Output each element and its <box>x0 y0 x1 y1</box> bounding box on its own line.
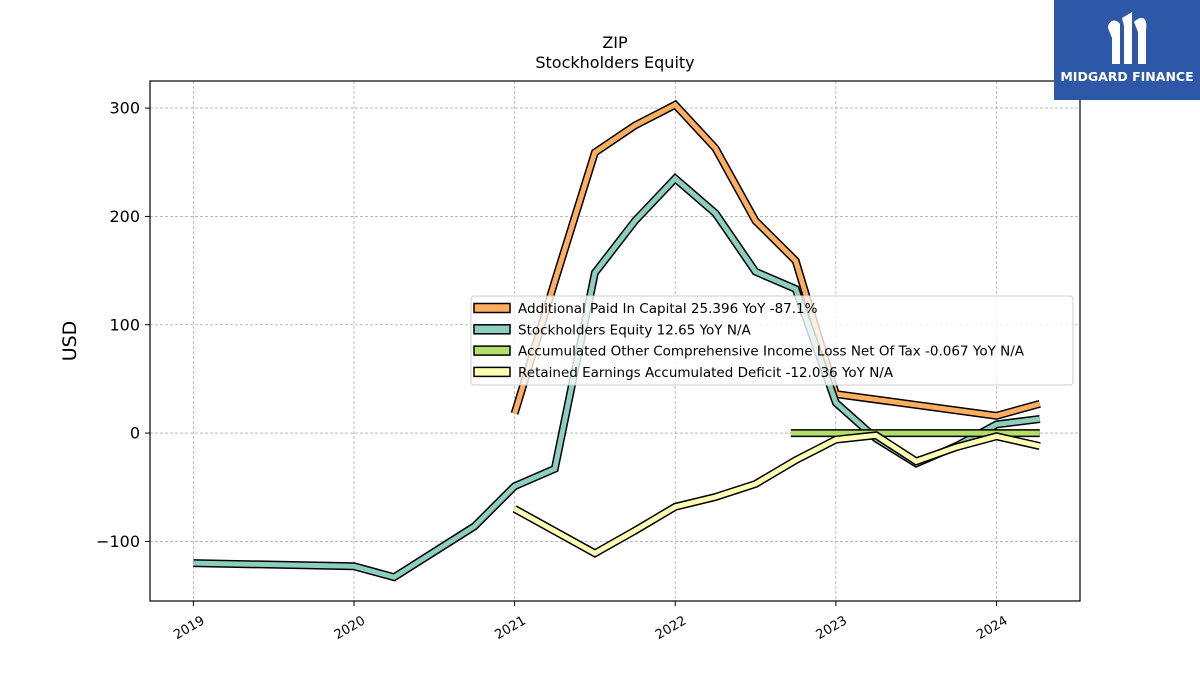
logo-text: MIDGARD FINANCE <box>1060 69 1194 84</box>
y-tick-label: −100 <box>96 532 140 551</box>
series-line-1 <box>512 101 1041 419</box>
legend-label: Retained Earnings Accumulated Deficit -1… <box>518 365 894 381</box>
x-tick-label: 2023 <box>814 613 850 643</box>
logo-mark-icon <box>1108 12 1147 64</box>
x-tick-label: 2024 <box>974 613 1010 643</box>
legend-label: Accumulated Other Comprehensive Income L… <box>518 344 1025 360</box>
midgard-finance-logo: MIDGARD FINANCE <box>1054 0 1200 100</box>
legend-swatch <box>473 345 511 356</box>
y-axis-label: USD <box>59 321 81 362</box>
x-tick-label: 2021 <box>492 613 528 643</box>
legend-box <box>470 295 1074 386</box>
x-tick-label: 2019 <box>171 613 207 643</box>
y-tick-label: 0 <box>130 424 140 443</box>
series-line-4 <box>513 432 1041 557</box>
y-tick-label: 100 <box>109 315 140 334</box>
axis-ticks: −100 0 100 200 300 2019 2020 2021 2022 2023 2024 <box>96 99 1010 643</box>
series-lines <box>193 99 1041 582</box>
legend-swatch <box>473 366 511 378</box>
grid-lines <box>150 81 1080 601</box>
x-tick-label: 2022 <box>653 613 689 643</box>
y-tick-label: 200 <box>109 207 140 226</box>
chart-subtitle: Stockholders Equity <box>535 53 694 72</box>
legend-label: Additional Paid In Capital 25.396 YoY -8… <box>518 301 818 317</box>
legend-label: Stockholders Equity 12.65 YoY N/A <box>518 322 751 338</box>
series-line-outline-4 <box>512 431 1041 558</box>
legend-swatch <box>473 302 511 314</box>
y-tick-label: 300 <box>109 99 140 118</box>
legend: Additional Paid In Capital 25.396 YoY -8… <box>470 295 1074 386</box>
legend-swatch <box>473 324 511 335</box>
plot-frame <box>149 80 1081 602</box>
chart-title: ZIP <box>602 33 628 52</box>
x-tick-label: 2020 <box>332 613 368 643</box>
